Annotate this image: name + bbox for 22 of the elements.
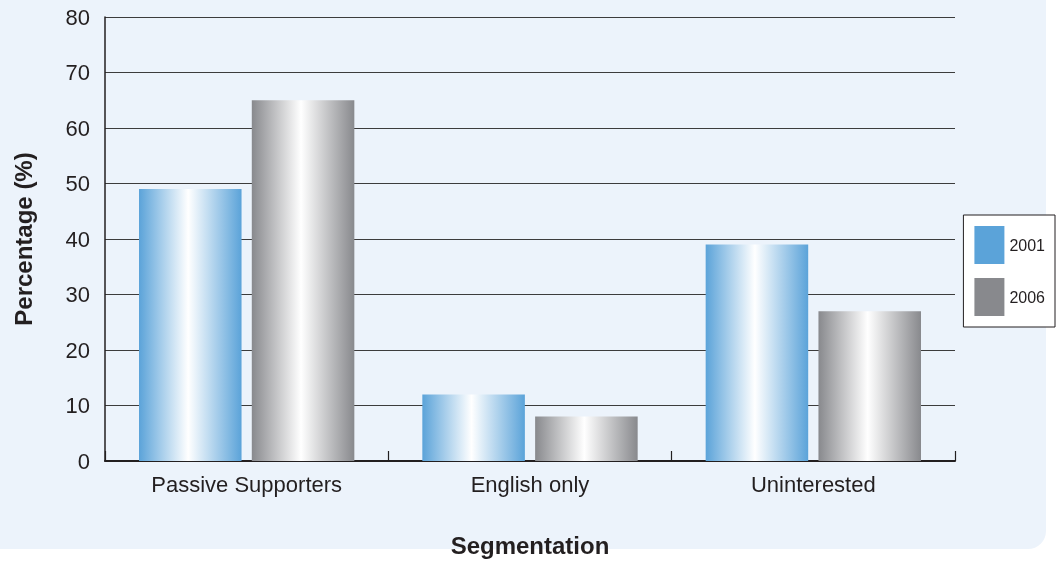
- y-tick-label: 20: [65, 337, 90, 363]
- y-tick-label: 70: [65, 60, 90, 85]
- bar: [535, 416, 638, 461]
- y-tick-label: 80: [65, 4, 90, 30]
- legend-label: 2006: [1009, 288, 1046, 306]
- x-tick-label: English only: [470, 471, 590, 497]
- x-axis-title: Segmentation: [450, 531, 610, 559]
- y-tick-label: 0: [77, 448, 90, 474]
- y-tick-label: 60: [65, 115, 90, 141]
- y-axis-title: Percentage (%): [9, 152, 37, 326]
- bar: [251, 100, 355, 461]
- x-tick-label: Uninterested: [750, 471, 876, 497]
- bar: [422, 394, 525, 461]
- bar: [139, 189, 242, 461]
- y-tick-label: 40: [65, 226, 90, 252]
- x-tick-label: Passive Supporters: [151, 471, 343, 497]
- bar: [705, 244, 809, 461]
- y-tick-label: 50: [65, 171, 90, 196]
- y-tick-label: 10: [65, 393, 90, 418]
- y-tick-label: 30: [65, 282, 90, 307]
- legend-label: 2001: [1009, 236, 1046, 254]
- bar: [818, 311, 921, 461]
